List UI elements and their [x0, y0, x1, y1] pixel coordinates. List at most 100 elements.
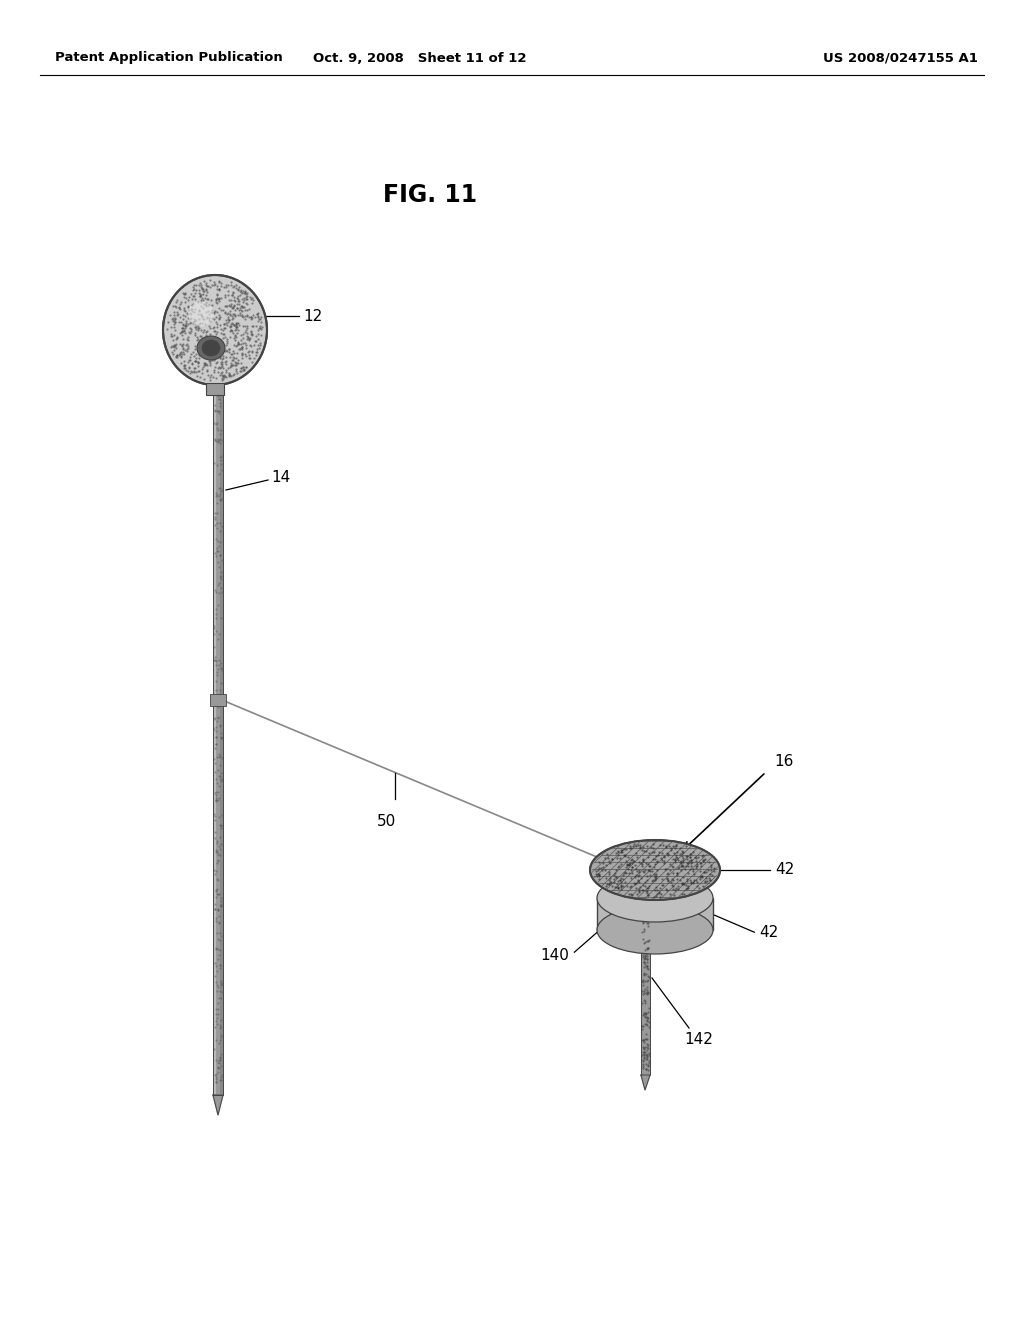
Point [210, 1056, 226, 1077]
Point [591, 863, 607, 884]
Point [252, 309, 268, 330]
Point [621, 854, 637, 875]
Point [660, 871, 677, 892]
Point [210, 271, 226, 292]
Point [214, 358, 230, 379]
Point [605, 869, 622, 890]
Point [211, 624, 227, 645]
Point [679, 846, 695, 867]
Point [212, 483, 228, 504]
Point [186, 279, 203, 300]
Point [233, 345, 250, 366]
Point [644, 861, 660, 882]
Point [233, 348, 250, 370]
Point [641, 998, 657, 1019]
Point [639, 1028, 655, 1049]
Point [217, 294, 233, 315]
Point [208, 528, 224, 549]
Point [669, 862, 685, 883]
Point [680, 862, 696, 883]
Point [637, 978, 653, 999]
Point [635, 1041, 651, 1063]
Point [181, 286, 198, 308]
Point [175, 358, 191, 379]
Point [212, 940, 228, 961]
Point [220, 312, 237, 333]
Point [637, 945, 653, 966]
Point [607, 876, 624, 898]
Point [683, 851, 699, 873]
Point [214, 727, 230, 748]
Point [637, 993, 653, 1014]
Point [206, 649, 222, 671]
Point [213, 890, 229, 911]
Point [211, 304, 227, 325]
Point [639, 1040, 655, 1061]
Point [635, 928, 651, 949]
Point [226, 314, 243, 335]
Point [201, 345, 217, 366]
Point [237, 282, 253, 304]
Point [209, 313, 225, 334]
Point [668, 836, 684, 857]
Point [171, 312, 187, 333]
Point [213, 1064, 229, 1085]
Point [211, 279, 227, 300]
Point [214, 973, 230, 994]
Point [199, 355, 215, 376]
Point [238, 334, 254, 355]
Point [194, 305, 210, 326]
Point [626, 834, 642, 855]
Point [236, 356, 252, 378]
Point [628, 873, 644, 894]
Point [218, 347, 234, 368]
Point [209, 923, 225, 944]
Point [252, 335, 268, 356]
Point [223, 275, 240, 296]
Point [236, 323, 252, 345]
Point [207, 395, 223, 416]
Point [628, 865, 644, 886]
Point [675, 874, 691, 895]
Point [640, 878, 656, 899]
Point [198, 279, 214, 300]
Point [225, 342, 242, 363]
Point [639, 1007, 655, 1028]
Point [239, 356, 255, 378]
Point [673, 853, 689, 874]
Point [206, 341, 222, 362]
Point [609, 845, 626, 866]
Point [639, 952, 655, 973]
Point [637, 946, 653, 968]
Point [649, 883, 666, 904]
Point [236, 306, 252, 327]
Point [697, 871, 714, 892]
Point [213, 480, 229, 502]
Point [208, 333, 224, 354]
Point [166, 335, 182, 356]
Point [588, 863, 604, 884]
Point [204, 308, 220, 329]
Point [616, 871, 633, 892]
Point [241, 306, 257, 327]
Point [208, 939, 224, 960]
Point [236, 358, 252, 379]
Ellipse shape [597, 874, 713, 921]
Point [227, 325, 244, 346]
Point [230, 333, 247, 354]
Point [207, 1064, 223, 1085]
Point [240, 326, 256, 347]
Point [213, 1024, 229, 1045]
Point [197, 335, 213, 356]
Point [191, 335, 208, 356]
Point [208, 734, 224, 755]
Point [190, 300, 207, 321]
Point [698, 862, 715, 883]
Point [165, 308, 181, 329]
Ellipse shape [597, 906, 713, 954]
Point [229, 298, 246, 319]
Point [213, 657, 229, 678]
Point [213, 348, 229, 370]
Point [209, 869, 225, 890]
Point [238, 338, 254, 359]
